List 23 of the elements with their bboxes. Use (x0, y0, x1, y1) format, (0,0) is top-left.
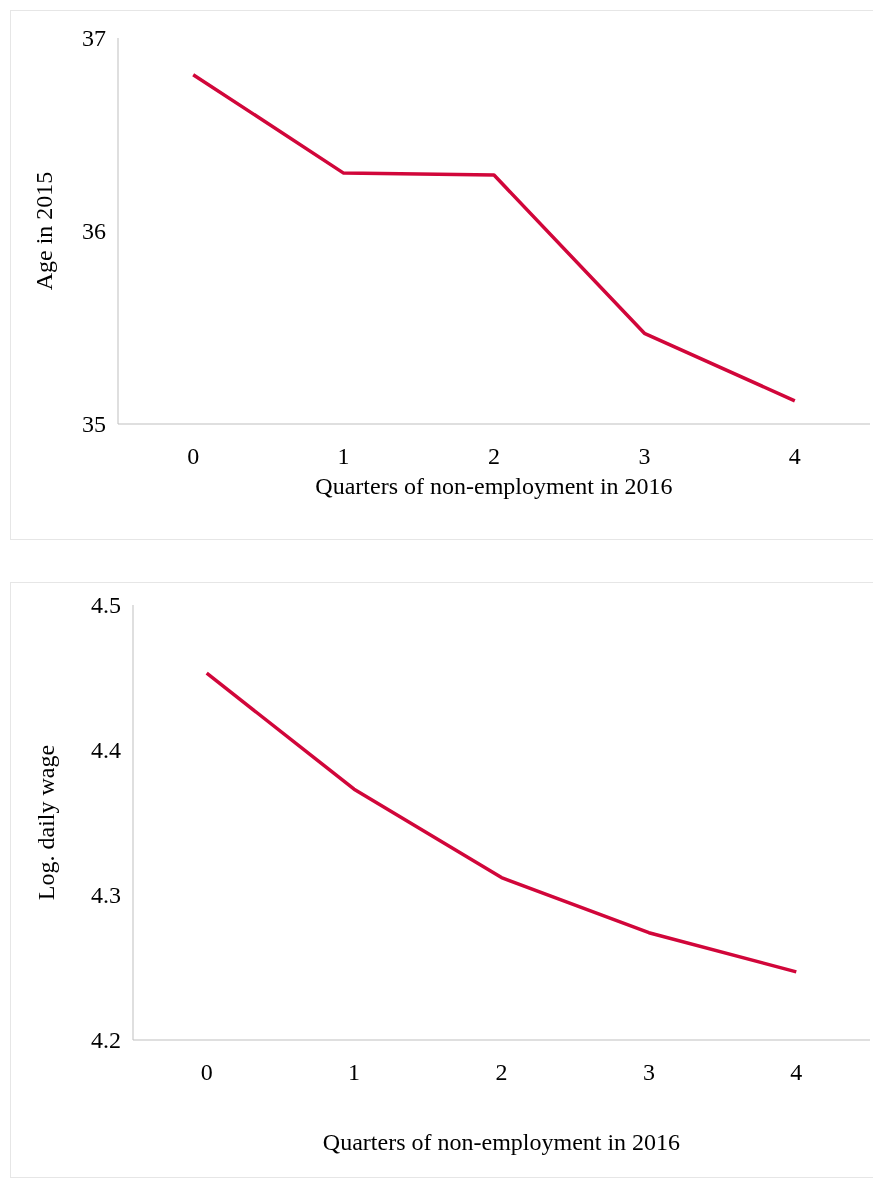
x-tick-label: 2 (488, 443, 500, 469)
x-tick-label: 0 (200, 1059, 213, 1085)
y-axis-title: Age in 2015 (31, 171, 57, 291)
y-tick-label: 37 (82, 25, 106, 52)
line-series (191, 72, 797, 403)
y-tick-label: 36 (82, 218, 106, 245)
y-tick-label: 4.2 (91, 1027, 121, 1054)
x-axis-title: Quarters of non-employment in 2016 (315, 473, 673, 499)
y-tick-label: 35 (82, 411, 106, 438)
x-tick-label: 4 (790, 1059, 803, 1085)
y-axis-title: Log. daily wage (33, 744, 59, 901)
y-tick-label: 4.3 (91, 882, 121, 909)
y-tick-label: 4.5 (91, 592, 121, 619)
x-tick-label: 1 (337, 443, 350, 469)
x-tick-label: 4 (788, 443, 801, 469)
x-tick-label: 3 (642, 1059, 655, 1085)
x-axis-title: Quarters of non-employment in 2016 (322, 1129, 681, 1155)
x-tick-label: 2 (495, 1059, 508, 1085)
x-tick-label: 0 (187, 443, 200, 469)
y-tick-label: 4.4 (91, 737, 121, 764)
x-tick-label: 1 (348, 1059, 361, 1085)
x-tick-label: 3 (638, 443, 651, 469)
line-series (204, 671, 799, 974)
